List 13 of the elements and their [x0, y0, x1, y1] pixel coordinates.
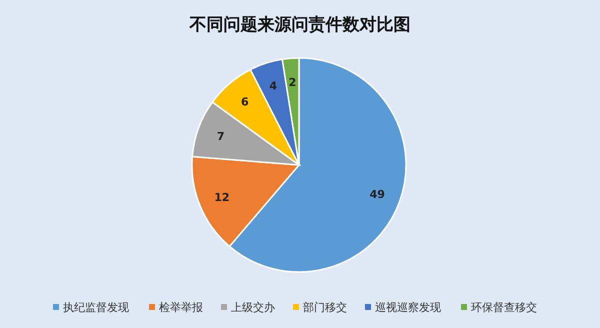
- data-label: 2: [288, 76, 296, 89]
- data-label: 6: [240, 96, 249, 109]
- data-label: 12: [214, 190, 230, 204]
- chart-title: 不同问题来源问责件数对比图: [188, 15, 410, 35]
- legend-label: 检举举报: [159, 301, 203, 314]
- data-label: 49: [370, 188, 385, 201]
- legend-label: 部门移交: [303, 301, 347, 314]
- data-label: 7: [216, 130, 225, 144]
- legend-label: 巡视巡察发现: [375, 301, 441, 314]
- legend-label: 上级交办: [231, 301, 275, 314]
- legend-label: 执纪监督发现: [63, 301, 129, 314]
- legend-label: 环保督查移交: [471, 301, 537, 314]
- data-label: 4: [269, 80, 278, 93]
